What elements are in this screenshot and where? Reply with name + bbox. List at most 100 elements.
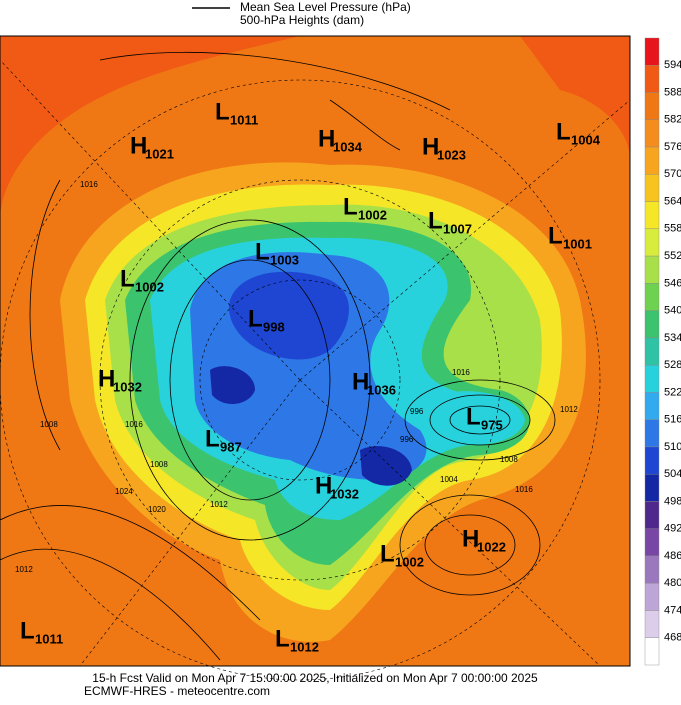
center-type: H [130,132,147,159]
colorbar-box [644,283,660,311]
warm-region [520,36,630,160]
colorbar-label: 570 [664,168,681,180]
legend-item: Mean Sea Level Pressure (hPa) [240,0,411,14]
colorbar-label: 486 [664,550,681,562]
contour-label: 1012 [560,405,578,414]
center-type: L [343,193,358,220]
colorbar-label: 522 [664,386,681,398]
contour-label: 1024 [115,487,133,496]
center-value: 1032 [330,486,359,501]
center-type: L [215,98,230,125]
center-value: 1032 [113,379,142,394]
center-value: 998 [263,319,285,334]
colorbar-box [644,337,660,366]
colorbar-label: 492 [664,523,681,535]
colorbar-label: 552 [664,250,681,262]
colorbar-box [644,637,660,666]
colorbar-box [644,364,660,393]
colorbar-label: 498 [664,495,681,507]
height-band [429,391,525,445]
colorbar-box [644,310,660,339]
center-type: L [120,265,135,292]
center-type: H [318,125,335,152]
center-value: 1002 [358,207,387,222]
contours [0,51,556,661]
colorbar-box [644,528,660,557]
footer-line: ECMWF-HRES - meteocentre.com [84,684,270,698]
warm-region [0,36,300,220]
graticule [0,59,631,681]
contour-label: 1008 [40,420,58,429]
center-value: 1034 [333,139,363,154]
colorbar-label: 540 [664,305,681,317]
colorbar-label: 534 [664,332,681,344]
colorbar-box [644,119,660,148]
center-value: 1002 [135,279,164,294]
footer-line: 15-h Fcst Valid on Mon Apr 7 15:00:00 20… [92,671,538,685]
center-type: L [466,403,481,430]
contour-label: 1008 [500,455,518,464]
center-value: 1004 [571,132,601,147]
contour-label: 1016 [452,368,470,377]
colorbar-box [644,37,660,66]
map-frame [0,35,631,667]
center-value: 1001 [563,236,592,251]
center-value: 1007 [443,221,472,236]
center-value: 1011 [35,631,63,646]
colorbar-box [644,446,660,475]
colorbar-box [644,610,660,638]
colorbar-label: 546 [664,277,681,289]
colorbar-box [644,501,660,529]
center-value: 987 [220,439,242,454]
contour-label: 1004 [440,475,458,484]
center-type: L [205,425,220,452]
center-value: 1012 [290,639,319,654]
center-value: 1011 [230,112,258,127]
height-band [229,271,349,360]
center-value: 1002 [395,554,424,569]
center-type: L [20,617,35,644]
center-value: 1023 [437,147,466,162]
contour-label: 1020 [148,505,166,514]
center-value: 975 [481,417,503,432]
legend-item: 500-hPa Heights (dam) [240,13,364,27]
center-type: L [428,207,443,234]
colorbar-label: 588 [664,86,681,98]
center-type: H [315,472,332,499]
colorbar-box [644,174,660,202]
colorbar-label: 510 [664,441,681,453]
contour-label: 1016 [515,485,533,494]
colorbar-label: 582 [664,114,681,126]
contour-label: 996 [400,435,414,444]
center-type: L [275,625,290,652]
colorbar-label: 468 [664,632,681,644]
colorbar-box [644,228,660,257]
colorbar-box [644,255,660,284]
center-value: 1003 [270,252,299,267]
contour-label: 1012 [15,565,33,574]
colorbar-label: 516 [664,414,681,426]
center-value: 1022 [477,539,506,554]
center-type: H [462,525,479,552]
colorbar-box [644,583,660,611]
colorbar-label: 558 [664,223,681,235]
center-type: L [248,305,263,332]
contour-label: 1012 [210,500,228,509]
colorbar-label: 528 [664,359,681,371]
colorbar-box [644,419,660,448]
colorbar-box [644,473,660,502]
colorbar-box [644,65,660,93]
colorbar-box [644,201,660,230]
center-type: L [548,222,563,249]
colorbar-box [644,392,660,420]
center-type: H [98,365,115,392]
center-type: L [380,540,395,567]
colorbar-label: 564 [664,195,681,207]
colorbar-label: 474 [664,604,681,616]
colorbar: 594 588 582 576 570 564 558 552 546 540 534 528 522 5… [644,37,681,666]
colorbar-box [644,146,660,175]
colorbar-label: 504 [664,468,681,480]
colorbar-label: 594 [664,59,681,71]
